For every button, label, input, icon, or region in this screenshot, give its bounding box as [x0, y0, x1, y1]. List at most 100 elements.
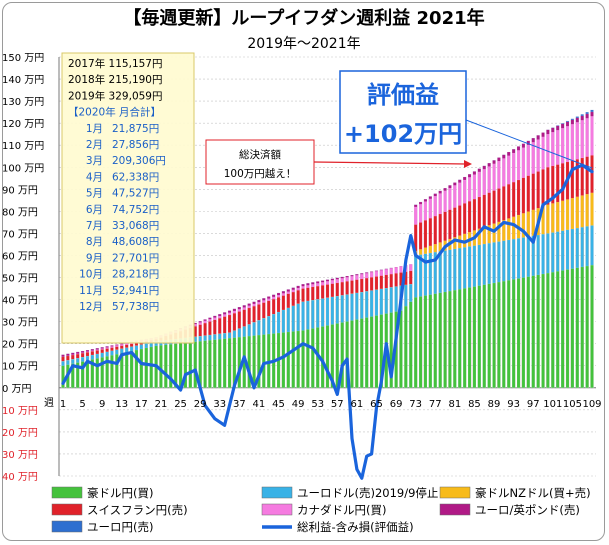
totals-info-box: 2017年 115,157円 2018年 215,190円 2019年 329,05… — [61, 52, 195, 344]
legend-swatch — [51, 520, 83, 533]
chart-subtitle: 2019年～2021年 — [247, 36, 360, 52]
month-label: 2月 — [86, 139, 103, 151]
bar-1 — [340, 322, 344, 388]
x-tick-label: 29 — [194, 399, 207, 410]
bar-1 — [178, 343, 183, 388]
bar-1 — [325, 325, 330, 388]
y-tick-label: 70 万円 — [2, 229, 38, 240]
x-tick-label: 1 — [60, 399, 66, 410]
bar-1 — [110, 355, 114, 388]
profit-line-layer — [61, 163, 594, 480]
bar-1 — [521, 277, 526, 388]
month-value: 62,338円 — [112, 171, 159, 183]
bar-1 — [531, 275, 535, 388]
y-tick-label: 50 万円 — [2, 274, 38, 285]
bar-1 — [497, 281, 501, 388]
x-tick-label: 65 — [370, 399, 383, 410]
bar-1 — [472, 286, 477, 388]
y-tick-label: 100 万円 — [2, 163, 44, 174]
x-tick-label: 69 — [390, 399, 403, 410]
month-label: 3月 — [86, 155, 103, 167]
month-value: 27,856円 — [112, 139, 159, 151]
settlement-line2: 100万円越え！ — [224, 167, 297, 180]
legend-label: 豪ドルNZドル(買+売) — [475, 486, 591, 500]
bar-1 — [262, 334, 266, 388]
month-value: 33,068円 — [112, 220, 159, 232]
bar-1 — [428, 294, 433, 388]
info-row: 2017年 115,157円 — [68, 57, 162, 70]
bar-1 — [556, 271, 560, 388]
month-label: 10月 — [79, 269, 103, 281]
bar-1 — [467, 287, 472, 388]
x-axis-label: 週 — [44, 397, 54, 409]
bar-1 — [164, 344, 168, 388]
month-value: 27,701円 — [112, 252, 159, 264]
x-tick-label: 49 — [292, 399, 305, 410]
bar-1 — [306, 329, 310, 388]
bar-1 — [335, 323, 339, 388]
totals-box-background — [61, 52, 195, 344]
legend-swatch — [51, 503, 83, 516]
bar-1 — [458, 289, 462, 388]
bar-1 — [536, 274, 540, 388]
y-tick-label: 40 万円 — [2, 296, 38, 307]
bar-1 — [418, 296, 423, 388]
bar-1 — [350, 320, 354, 388]
profit-line — [61, 163, 594, 480]
bar-1 — [237, 336, 242, 388]
valuation-value: +102万円 — [344, 120, 462, 148]
bar-1 — [301, 330, 305, 388]
month-label: 8月 — [86, 236, 103, 248]
chart-title: 【毎週更新】ループイフダン週利益 2021年 — [123, 7, 484, 29]
month-label: 11月 — [79, 285, 103, 297]
bar-1 — [413, 297, 418, 388]
legend-label: ユーロ/英ポンド(売) — [475, 503, 580, 517]
info-row: 【2020年 月合計】 — [68, 106, 161, 119]
bar-1 — [61, 365, 65, 388]
bar-1 — [389, 312, 393, 388]
legend-label: スイスフラン円(売) — [87, 503, 188, 517]
legend-label: ユーロドル(売)2019/9停止 — [297, 486, 438, 500]
y-tick-label: 60 万円 — [2, 251, 38, 262]
bar-1 — [580, 266, 584, 388]
y-tick-label: 0 万円 — [2, 384, 32, 395]
legend: 豪ドル円(買) ユーロドル(売)2019/9停止 豪ドルNZドル(買+売) スイスフラ… — [51, 486, 591, 534]
x-tick-label: 13 — [115, 399, 128, 410]
x-tick-label: 101 — [543, 399, 562, 410]
bar-1 — [575, 267, 579, 388]
bar-1 — [369, 316, 374, 388]
x-tick-label: 33 — [213, 399, 226, 410]
month-value: 28,218円 — [112, 269, 159, 281]
valuation-box — [339, 70, 467, 154]
month-value: 21,875円 — [112, 123, 159, 135]
bar-1 — [546, 272, 550, 388]
bar-1 — [247, 335, 251, 388]
x-tick-label: 5 — [79, 399, 85, 410]
bar-1 — [330, 324, 335, 388]
month-value: 52,941円 — [112, 285, 159, 297]
bar-1 — [257, 334, 261, 388]
bar-1 — [296, 330, 300, 388]
bar-1 — [71, 363, 75, 388]
bar-1 — [134, 349, 139, 388]
x-tick-label: 61 — [351, 399, 364, 410]
bar-1 — [90, 359, 95, 388]
legend-swatch — [51, 486, 83, 499]
month-label: 9月 — [86, 252, 103, 264]
valuation-title: 評価益 — [367, 81, 439, 109]
bar-1 — [286, 331, 290, 388]
bar-1 — [169, 344, 173, 388]
y-axis: 40 万円 30 万円 20 万円 10 万円 0 万円 10 万円 20 万円 30 万円 4… — [2, 53, 44, 483]
x-tick-label: 85 — [468, 399, 481, 410]
y-tick-label: 140 万円 — [2, 75, 44, 86]
bar-1 — [105, 356, 109, 388]
info-row: 2018年 215,190円 — [68, 73, 162, 86]
bar-1 — [541, 273, 545, 388]
y-tick-label: 30 万円 — [2, 318, 38, 329]
bar-1 — [516, 278, 521, 388]
bar-1 — [507, 280, 511, 388]
bar-1 — [149, 346, 153, 388]
x-tick-label: 109 — [582, 399, 601, 410]
bar-1 — [218, 339, 222, 388]
